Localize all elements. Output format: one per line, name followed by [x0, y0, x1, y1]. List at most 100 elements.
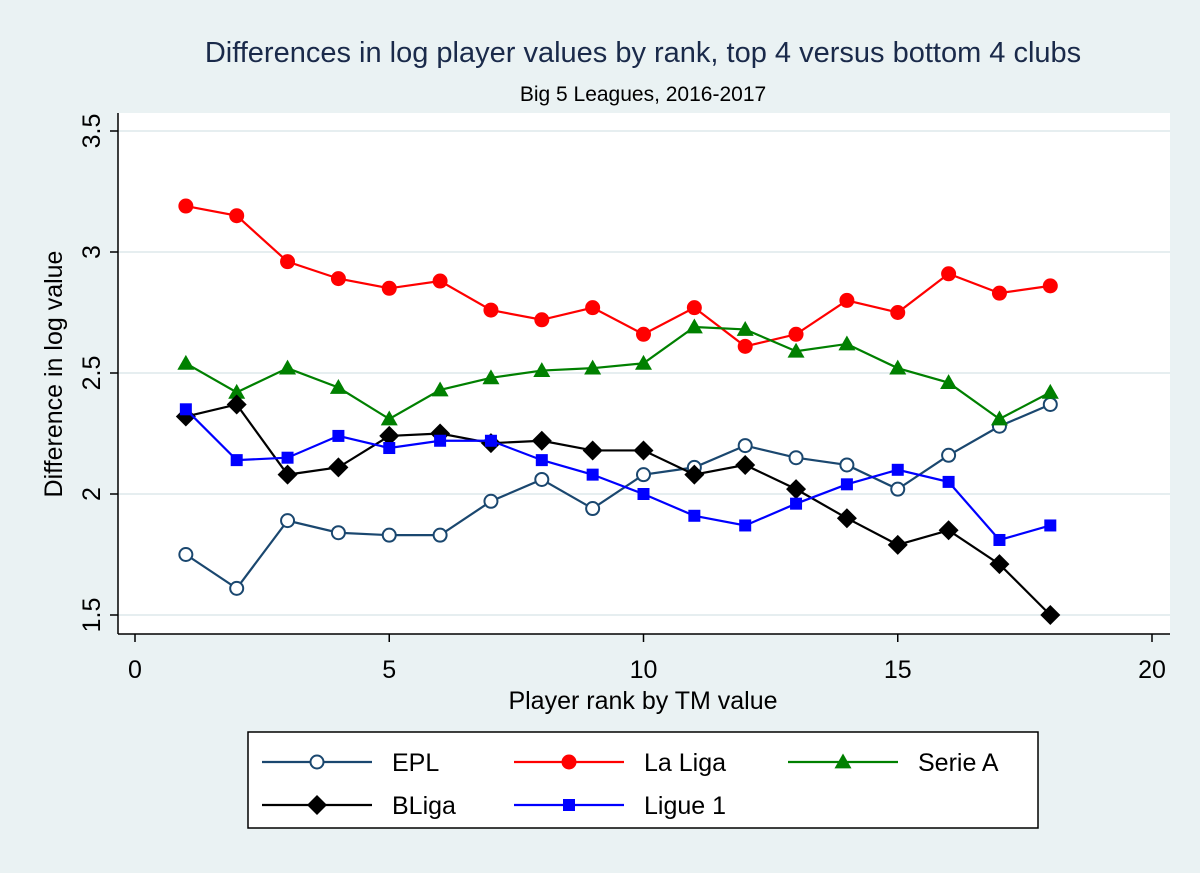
- legend-marker: [307, 795, 327, 815]
- data-point-la-liga: [991, 285, 1007, 301]
- series-layer: [175, 198, 1061, 625]
- data-point-epl: [483, 493, 499, 509]
- data-point-epl: [737, 438, 753, 454]
- legend-label: EPL: [392, 749, 439, 777]
- data-point-serie-a: [635, 354, 652, 370]
- data-point-ligue-1: [484, 434, 497, 447]
- series-line-epl: [185, 403, 1051, 590]
- x-axis-label: Player rank by TM value: [508, 687, 777, 715]
- data-point-bliga: [1040, 605, 1061, 625]
- data-point-serie-a: [329, 379, 347, 394]
- x-tick-label: 15: [884, 656, 912, 684]
- data-point-serie-a: [228, 383, 246, 399]
- data-point-serie-a: [990, 410, 1008, 426]
- x-tick-label: 20: [1138, 656, 1166, 684]
- legend-item-ligue-1: Ligue 1: [514, 792, 726, 820]
- data-point-bliga: [989, 554, 1010, 575]
- x-tick-label: 10: [630, 656, 658, 684]
- data-point-la-liga: [890, 305, 906, 320]
- data-point-bliga: [328, 457, 349, 478]
- data-point-serie-a: [685, 318, 703, 334]
- chart-subtitle: Big 5 Leagues, 2016-2017: [520, 83, 766, 106]
- data-point-bliga: [735, 454, 756, 475]
- data-point-serie-a: [177, 354, 195, 370]
- legend-entries: EPL La Liga Serie A BLiga Ligue 1: [262, 749, 999, 820]
- data-point-ligue-1: [434, 434, 447, 447]
- y-tick-label: 2.5: [78, 356, 106, 391]
- data-point-bliga: [938, 520, 959, 541]
- data-point-bliga: [887, 534, 908, 555]
- data-point-bliga: [226, 394, 247, 415]
- legend: [247, 731, 1039, 829]
- y-tick-label: 1.5: [78, 598, 106, 633]
- data-point-serie-a: [431, 381, 449, 397]
- data-point-epl: [432, 527, 448, 543]
- data-point-serie-a: [787, 342, 805, 358]
- data-point-ligue-1: [942, 475, 955, 488]
- data-point-la-liga: [839, 292, 855, 308]
- data-point-serie-a: [838, 335, 856, 351]
- data-point-la-liga: [432, 273, 448, 289]
- data-point-serie-a: [584, 359, 602, 375]
- data-point-serie-a: [940, 374, 958, 390]
- legend-label: La Liga: [644, 749, 726, 777]
- data-point-ligue-1: [179, 403, 192, 416]
- legend-marker: [561, 754, 577, 770]
- series-epl: [178, 396, 1058, 596]
- data-point-epl: [636, 467, 651, 483]
- data-point-ligue-1: [891, 463, 904, 476]
- data-point-la-liga: [737, 338, 753, 354]
- legend-item-epl: EPL: [262, 749, 439, 777]
- data-point-la-liga: [178, 198, 194, 214]
- data-point-epl: [229, 580, 245, 596]
- y-tick-label: 2: [78, 487, 106, 501]
- series-la-liga: [178, 198, 1058, 354]
- data-point-bliga: [379, 425, 400, 446]
- data-point-ligue-1: [688, 509, 701, 522]
- data-point-serie-a: [1041, 383, 1059, 399]
- data-point-la-liga: [534, 312, 550, 328]
- data-point-la-liga: [941, 266, 957, 282]
- data-point-serie-a: [889, 359, 907, 375]
- data-point-ligue-1: [535, 454, 548, 467]
- data-point-ligue-1: [637, 488, 650, 500]
- data-point-la-liga: [280, 254, 296, 270]
- data-point-la-liga: [330, 271, 346, 287]
- data-point-la-liga: [686, 300, 702, 316]
- data-point-epl: [1042, 396, 1058, 412]
- data-point-ligue-1: [739, 519, 752, 532]
- data-point-la-liga: [585, 300, 601, 316]
- data-point-ligue-1: [332, 429, 345, 442]
- data-point-ligue-1: [281, 451, 294, 464]
- data-point-epl: [381, 527, 397, 543]
- series-line-ligue-1: [185, 408, 1051, 542]
- series-line-la-liga: [185, 204, 1051, 348]
- data-point-la-liga: [636, 326, 651, 342]
- data-point-ligue-1: [383, 442, 396, 455]
- data-point-ligue-1: [230, 454, 243, 467]
- data-point-la-liga: [381, 280, 397, 296]
- data-point-bliga: [582, 440, 603, 461]
- legend-item-bliga: BLiga: [262, 792, 456, 820]
- data-point-ligue-1: [790, 497, 803, 510]
- ticks-layer: 1.5 2 2.5 3 3.5 0 5 10 15 20: [78, 114, 1166, 684]
- data-point-epl: [839, 457, 855, 473]
- data-point-epl: [280, 513, 296, 529]
- data-point-bliga: [684, 464, 705, 485]
- data-point-epl: [788, 450, 804, 466]
- data-point-epl: [585, 501, 601, 517]
- data-point-serie-a: [279, 359, 297, 375]
- data-point-bliga: [633, 440, 654, 461]
- data-point-serie-a: [533, 362, 551, 377]
- data-point-epl: [534, 471, 550, 487]
- data-point-bliga: [836, 508, 857, 529]
- legend-item-serie-a: Serie A: [788, 749, 999, 777]
- data-point-serie-a: [380, 410, 398, 426]
- data-point-epl: [890, 481, 906, 497]
- legend-marker: [834, 753, 852, 769]
- data-point-epl: [178, 547, 194, 562]
- legend-marker: [309, 754, 325, 770]
- data-point-la-liga: [788, 326, 804, 342]
- series-serie-a: [177, 318, 1059, 426]
